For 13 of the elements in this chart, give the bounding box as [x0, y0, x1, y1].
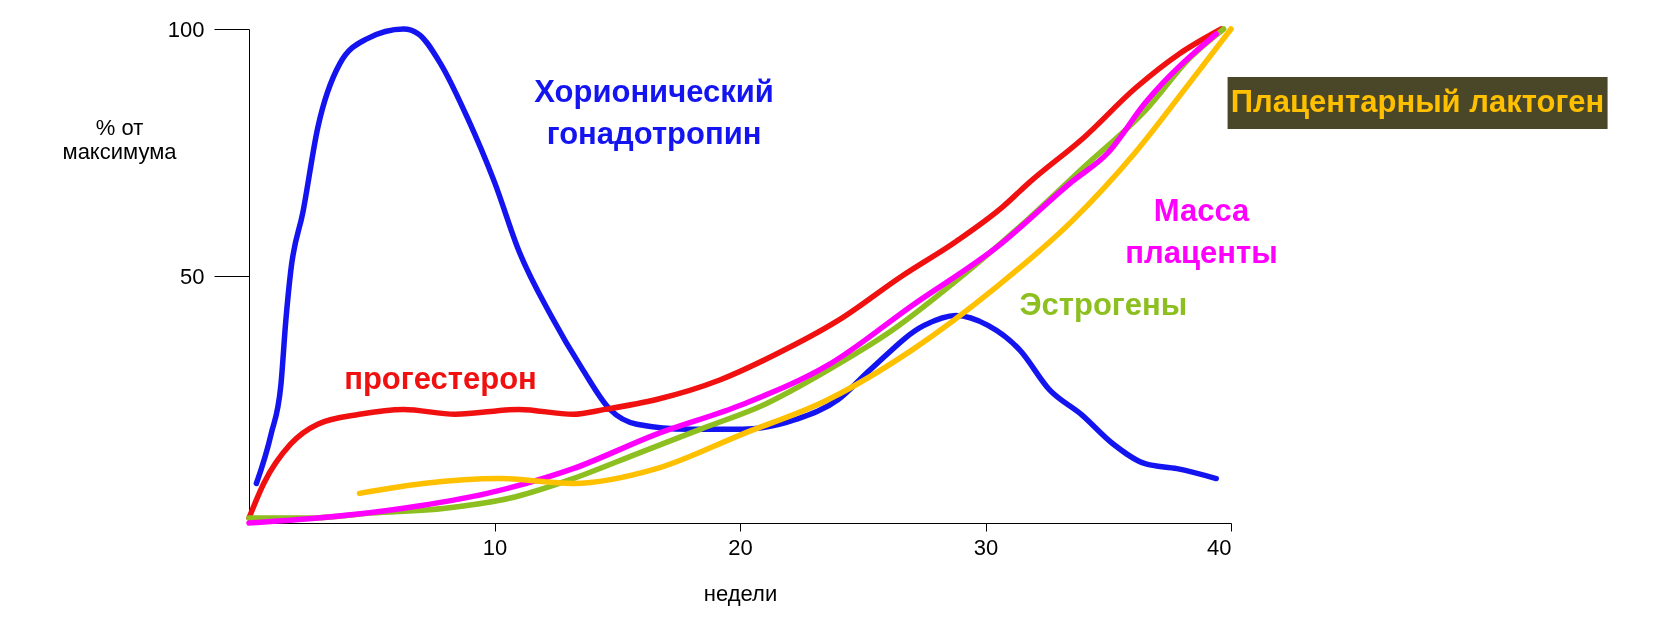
- series-label: Эстрогены: [1019, 286, 1188, 322]
- series-label: прогестерон: [344, 360, 537, 396]
- y-tick-label: 50: [180, 263, 205, 289]
- x-tick-label: 20: [728, 534, 753, 560]
- x-axis-title: недели: [703, 580, 778, 606]
- x-tick-label: 10: [482, 534, 508, 560]
- series-label: Масса плаценты: [1125, 192, 1278, 270]
- x-tick-label: 30: [973, 534, 999, 560]
- y-tick-label: 100: [167, 16, 205, 42]
- series-label: Хорионический гонадотропин: [534, 74, 774, 152]
- y-axis-title: % от максимума: [62, 114, 178, 164]
- x-tick-label: 40: [1207, 534, 1232, 560]
- series-label: Плацентарный лактоген: [1230, 84, 1605, 120]
